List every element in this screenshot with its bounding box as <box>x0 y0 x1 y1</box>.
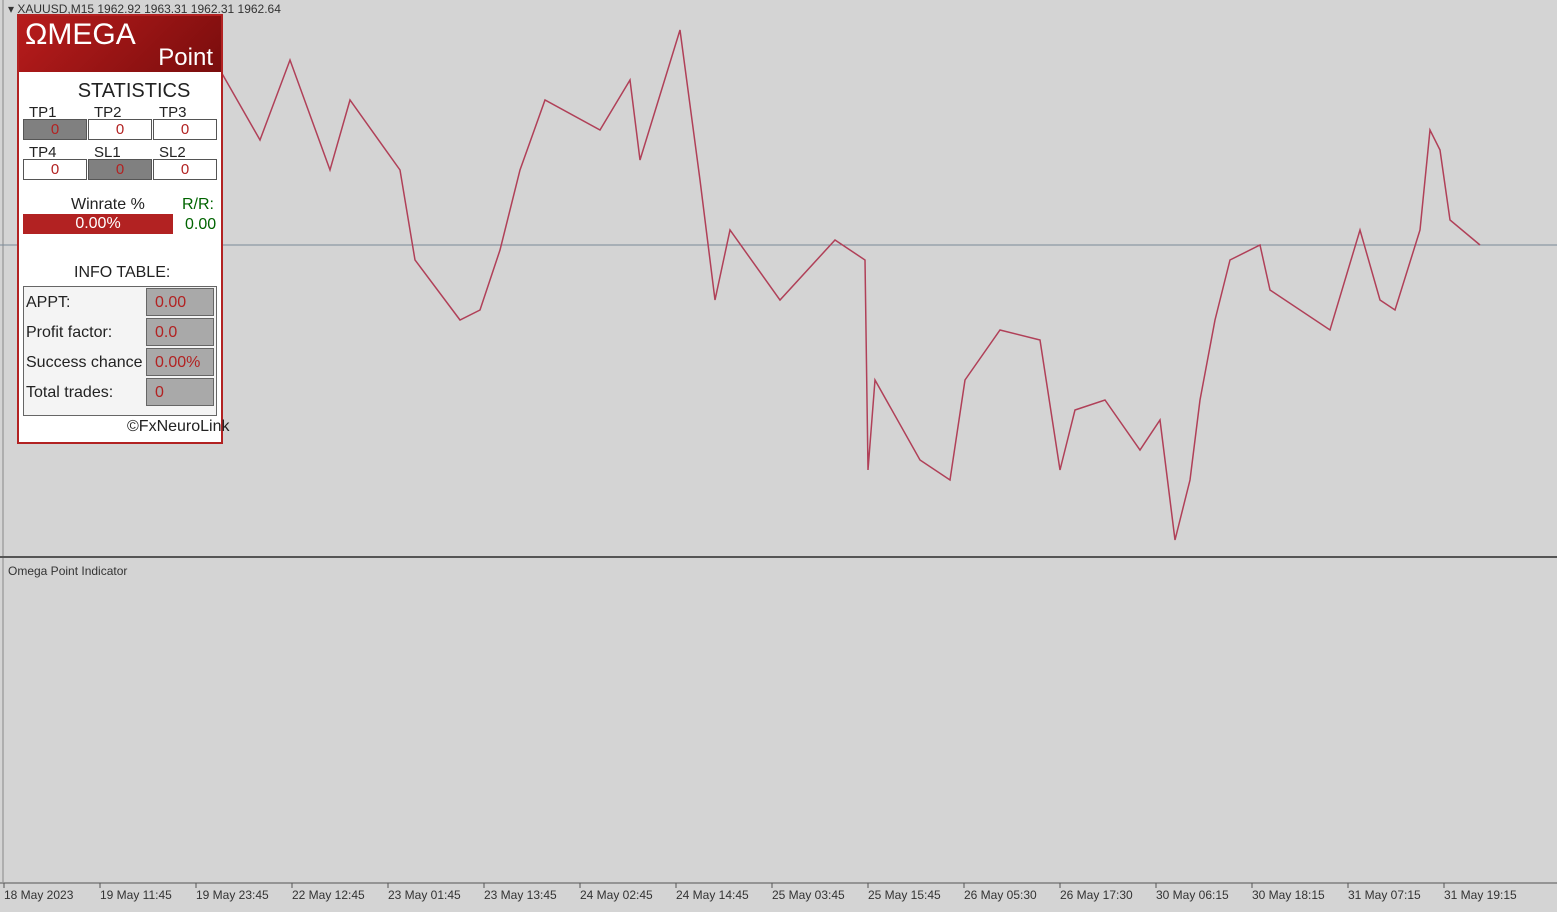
cell-label: TP4 <box>29 144 57 161</box>
winrate-bar: 0.00% <box>23 214 173 234</box>
info-row: Success chance 0.00% <box>24 348 216 378</box>
logo-sub: Point <box>158 44 213 71</box>
info-row: Profit factor: 0.0 <box>24 318 216 348</box>
time-label: 23 May 13:45 <box>484 888 557 902</box>
winrate-label: Winrate % <box>71 196 145 213</box>
time-label: 30 May 06:15 <box>1156 888 1229 902</box>
info-value: 0 <box>146 378 214 406</box>
cell-label: TP2 <box>94 104 122 121</box>
time-label: 19 May 23:45 <box>196 888 269 902</box>
cell-label: TP3 <box>159 104 187 121</box>
info-label: Profit factor: <box>26 324 113 341</box>
info-value: 0.0 <box>146 318 214 346</box>
cell-value: 0 <box>23 119 87 140</box>
symbol-info: ▾ XAUUSD,M15 1962.92 1963.31 1962.31 196… <box>8 2 281 16</box>
info-label: Total trades: <box>26 384 114 401</box>
time-label: 22 May 12:45 <box>292 888 365 902</box>
copyright: ©FxNeuroLink <box>127 418 230 435</box>
time-label: 31 May 07:15 <box>1348 888 1421 902</box>
time-label: 30 May 18:15 <box>1252 888 1325 902</box>
time-label: 26 May 05:30 <box>964 888 1037 902</box>
info-title: INFO TABLE: <box>74 264 171 281</box>
time-label: 23 May 01:45 <box>388 888 461 902</box>
time-label: 19 May 11:45 <box>100 888 172 902</box>
symbol-text: XAUUSD,M15 1962.92 1963.31 1962.31 1962.… <box>17 2 281 16</box>
main-pane <box>3 0 1557 556</box>
time-axis: 18 May 2023 19 May 11:45 19 May 23:45 22 Ma… <box>3 883 1517 902</box>
info-label: APPT: <box>26 294 71 311</box>
cell-label: SL2 <box>159 144 186 161</box>
time-label: 18 May 2023 <box>4 888 74 902</box>
info-row: Total trades: 0 <box>24 378 216 408</box>
cell-value: 0 <box>153 119 217 140</box>
omega-panel: ΩMEGA Point STATISTICS TP1 0 TP2 0 TP3 0 TP4 0 S… <box>17 14 230 444</box>
rr-value: 0.00 <box>185 216 217 233</box>
time-label: 26 May 17:30 <box>1060 888 1133 902</box>
cell-value: 0 <box>23 159 87 180</box>
info-row: APPT: 0.00 <box>24 288 216 318</box>
logo-main: ΩMEGA <box>25 18 136 51</box>
rr-label: R/R: <box>182 196 214 213</box>
info-label: Success chance <box>26 354 143 371</box>
stats-title: STATISTICS <box>77 80 191 102</box>
price-trace <box>219 29 1481 541</box>
cell-value: 0 <box>153 159 217 180</box>
subwindow-title: Omega Point Indicator <box>8 564 128 578</box>
cell-label: SL1 <box>94 144 121 161</box>
time-label: 31 May 19:15 <box>1444 888 1517 902</box>
time-label: 24 May 14:45 <box>676 888 749 902</box>
time-label: 24 May 02:45 <box>580 888 653 902</box>
logo: ΩMEGA Point <box>19 16 221 72</box>
time-label: 25 May 15:45 <box>868 888 941 902</box>
cell-value: 0 <box>88 119 152 140</box>
cell-value: 0 <box>88 159 152 180</box>
info-value: 0.00% <box>146 348 214 376</box>
time-label: 25 May 03:45 <box>772 888 845 902</box>
info-value: 0.00 <box>146 288 214 316</box>
cell-label: TP1 <box>29 104 57 121</box>
info-table: APPT: 0.00 Profit factor: 0.0 Success chance… <box>23 286 217 416</box>
